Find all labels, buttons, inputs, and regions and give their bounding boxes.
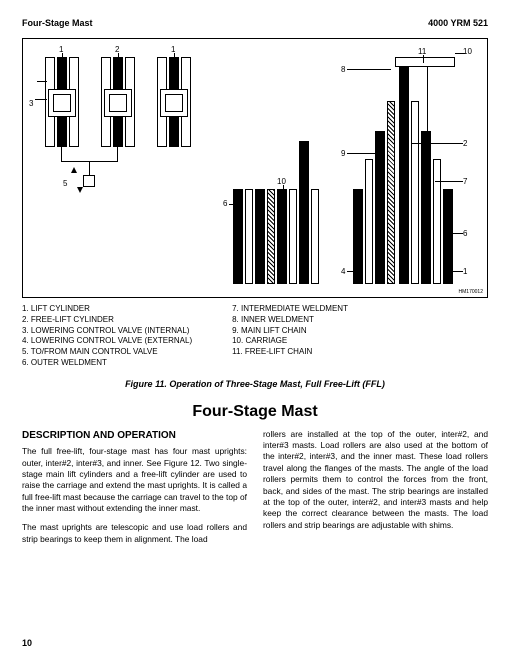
figure-11: 3 5 1 2 1 6 10 8 11 10 9 2 7 6 1	[22, 38, 488, 298]
figure-caption: Figure 11. Operation of Three-Stage Mast…	[22, 379, 488, 389]
body-col-left: DESCRIPTION AND OPERATION The full free-…	[22, 429, 247, 553]
para-2: The mast uprights are telescopic and use…	[22, 522, 247, 545]
legend-item: 2. FREE-LIFT CYLINDER	[22, 315, 192, 326]
header-left: Four-Stage Mast	[22, 18, 93, 28]
page-number: 10	[22, 638, 32, 648]
body-col-right: rollers are installed at the top of the …	[263, 429, 488, 553]
legend: 1. LIFT CYLINDER2. FREE-LIFT CYLINDER3. …	[22, 304, 488, 369]
legend-right: 7. INTERMEDIATE WELDMENT8. INNER WELDMEN…	[232, 304, 348, 369]
subheading: DESCRIPTION AND OPERATION	[22, 429, 247, 443]
legend-item: 3. LOWERING CONTROL VALVE (INTERNAL)	[22, 326, 192, 337]
header-right: 4000 YRM 521	[428, 18, 488, 28]
para-3: rollers are installed at the top of the …	[263, 429, 488, 531]
legend-item: 4. LOWERING CONTROL VALVE (EXTERNAL)	[22, 336, 192, 347]
legend-item: 10. CARRIAGE	[232, 336, 348, 347]
legend-item: 11. FREE-LIFT CHAIN	[232, 347, 348, 358]
legend-item: 5. TO/FROM MAIN CONTROL VALVE	[22, 347, 192, 358]
section-title: Four-Stage Mast	[22, 403, 488, 421]
legend-item: 9. MAIN LIFT CHAIN	[232, 326, 348, 337]
legend-item: 8. INNER WELDMENT	[232, 315, 348, 326]
legend-item: 1. LIFT CYLINDER	[22, 304, 192, 315]
figure-id: HM170012	[459, 289, 483, 295]
legend-item: 6. OUTER WELDMENT	[22, 358, 192, 369]
legend-item: 7. INTERMEDIATE WELDMENT	[232, 304, 348, 315]
legend-left: 1. LIFT CYLINDER2. FREE-LIFT CYLINDER3. …	[22, 304, 192, 369]
para-1: The full free-lift, four-stage mast has …	[22, 446, 247, 514]
